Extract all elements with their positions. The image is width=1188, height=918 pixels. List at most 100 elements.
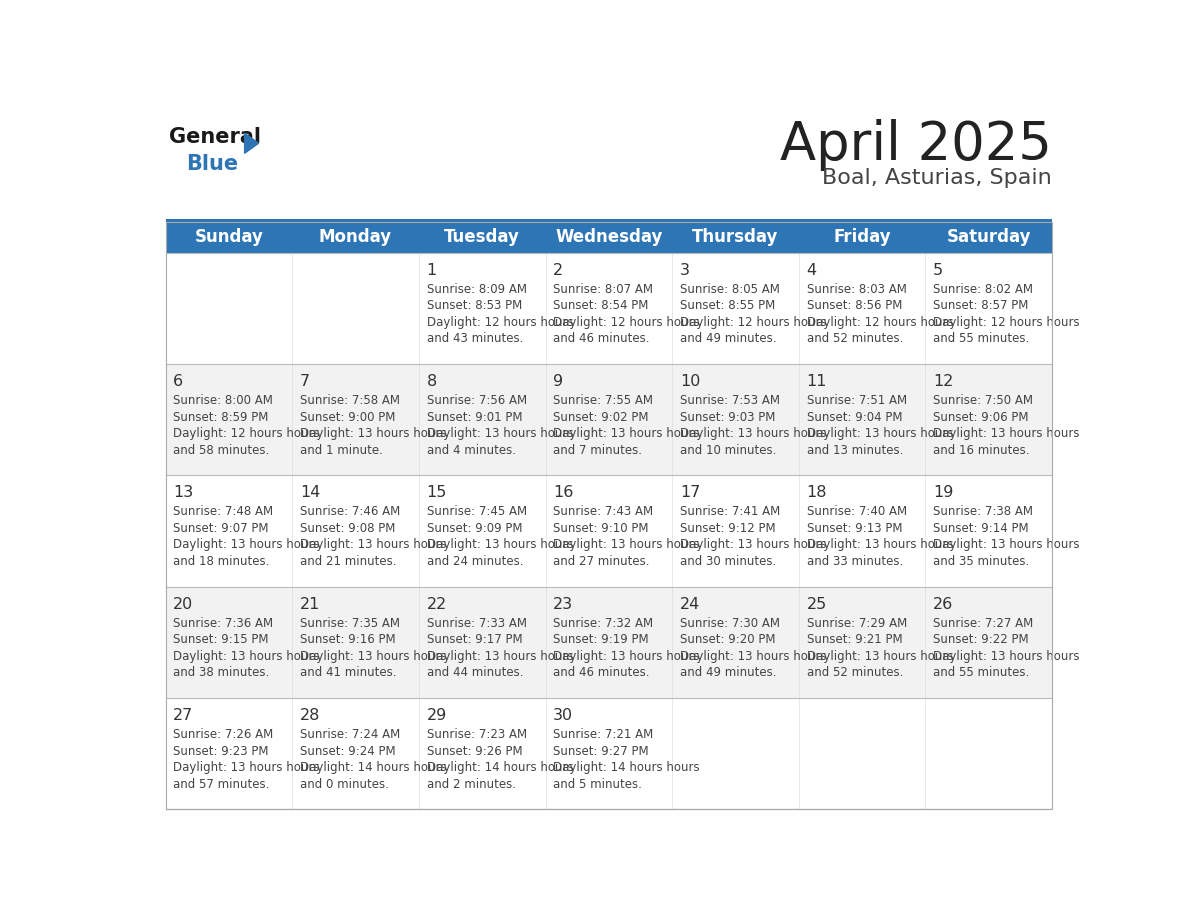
Text: Sunrise: 7:43 AM: Sunrise: 7:43 AM [554, 505, 653, 519]
Bar [165, 222, 1053, 252]
Text: Sunrise: 7:33 AM: Sunrise: 7:33 AM [426, 617, 526, 630]
Text: and 7 minutes.: and 7 minutes. [554, 443, 643, 456]
Text: Sunset: 9:14 PM: Sunset: 9:14 PM [934, 521, 1029, 535]
Text: Sunrise: 7:27 AM: Sunrise: 7:27 AM [934, 617, 1034, 630]
Text: Sunrise: 7:36 AM: Sunrise: 7:36 AM [173, 617, 273, 630]
Text: Sunrise: 7:24 AM: Sunrise: 7:24 AM [299, 728, 400, 741]
Text: 22: 22 [426, 597, 447, 611]
Text: and 46 minutes.: and 46 minutes. [554, 332, 650, 345]
Text: Sunset: 8:59 PM: Sunset: 8:59 PM [173, 410, 268, 423]
Text: Sunrise: 7:50 AM: Sunrise: 7:50 AM [934, 394, 1034, 407]
Text: Daylight: 13 hours hours: Daylight: 13 hours hours [554, 539, 700, 552]
Text: Sunrise: 8:07 AM: Sunrise: 8:07 AM [554, 283, 653, 296]
Text: and 24 minutes.: and 24 minutes. [426, 555, 523, 568]
Text: 13: 13 [173, 486, 194, 500]
Text: and 27 minutes.: and 27 minutes. [554, 555, 650, 568]
Text: 17: 17 [680, 486, 700, 500]
Text: Sunrise: 7:48 AM: Sunrise: 7:48 AM [173, 505, 273, 519]
Text: 20: 20 [173, 597, 194, 611]
Text: Sunset: 8:54 PM: Sunset: 8:54 PM [554, 299, 649, 312]
Text: 18: 18 [807, 486, 827, 500]
Bar [165, 698, 1053, 810]
Text: Daylight: 14 hours hours: Daylight: 14 hours hours [426, 761, 574, 774]
Text: 16: 16 [554, 486, 574, 500]
Text: Wednesday: Wednesday [555, 229, 663, 246]
Text: 26: 26 [934, 597, 954, 611]
Text: and 55 minutes.: and 55 minutes. [934, 666, 1030, 679]
Text: Daylight: 13 hours hours: Daylight: 13 hours hours [299, 650, 447, 663]
Text: and 33 minutes.: and 33 minutes. [807, 555, 903, 568]
Text: Daylight: 12 hours hours: Daylight: 12 hours hours [173, 427, 320, 440]
Text: Sunrise: 7:26 AM: Sunrise: 7:26 AM [173, 728, 273, 741]
Text: 15: 15 [426, 486, 447, 500]
Text: Sunset: 9:04 PM: Sunset: 9:04 PM [807, 410, 902, 423]
Text: Sunrise: 7:56 AM: Sunrise: 7:56 AM [426, 394, 526, 407]
Text: and 1 minute.: and 1 minute. [299, 443, 383, 456]
Text: 2: 2 [554, 263, 563, 277]
Text: 30: 30 [554, 708, 574, 723]
Text: Daylight: 12 hours hours: Daylight: 12 hours hours [426, 316, 574, 329]
Text: 25: 25 [807, 597, 827, 611]
Text: Sunset: 9:13 PM: Sunset: 9:13 PM [807, 521, 902, 535]
Text: Sunrise: 7:35 AM: Sunrise: 7:35 AM [299, 617, 400, 630]
Text: and 46 minutes.: and 46 minutes. [554, 666, 650, 679]
Text: Daylight: 13 hours hours: Daylight: 13 hours hours [299, 539, 447, 552]
Text: Sunset: 9:03 PM: Sunset: 9:03 PM [680, 410, 776, 423]
Text: Daylight: 13 hours hours: Daylight: 13 hours hours [173, 650, 320, 663]
Text: Sunrise: 7:21 AM: Sunrise: 7:21 AM [554, 728, 653, 741]
Text: Sunrise: 7:58 AM: Sunrise: 7:58 AM [299, 394, 400, 407]
Text: Sunset: 8:57 PM: Sunset: 8:57 PM [934, 299, 1029, 312]
Text: 3: 3 [680, 263, 690, 277]
Text: Sunset: 8:56 PM: Sunset: 8:56 PM [807, 299, 902, 312]
Text: Sunrise: 7:55 AM: Sunrise: 7:55 AM [554, 394, 653, 407]
Text: and 13 minutes.: and 13 minutes. [807, 443, 903, 456]
Text: Sunset: 9:24 PM: Sunset: 9:24 PM [299, 744, 396, 757]
Text: Daylight: 13 hours hours: Daylight: 13 hours hours [807, 650, 953, 663]
Text: Sunrise: 7:30 AM: Sunrise: 7:30 AM [680, 617, 781, 630]
Text: Daylight: 13 hours hours: Daylight: 13 hours hours [680, 539, 827, 552]
Bar [165, 587, 1053, 698]
Text: 14: 14 [299, 486, 321, 500]
Text: 19: 19 [934, 486, 954, 500]
Text: Sunset: 9:08 PM: Sunset: 9:08 PM [299, 521, 396, 535]
Text: 12: 12 [934, 374, 954, 389]
Text: Daylight: 12 hours hours: Daylight: 12 hours hours [554, 316, 700, 329]
Text: 11: 11 [807, 374, 827, 389]
Text: Boal, Asturias, Spain: Boal, Asturias, Spain [822, 168, 1053, 188]
Text: and 2 minutes.: and 2 minutes. [426, 778, 516, 790]
Text: Sunset: 9:15 PM: Sunset: 9:15 PM [173, 633, 268, 646]
Text: and 16 minutes.: and 16 minutes. [934, 443, 1030, 456]
Text: Sunday: Sunday [195, 229, 264, 246]
Text: Daylight: 12 hours hours: Daylight: 12 hours hours [934, 316, 1080, 329]
Text: Tuesday: Tuesday [444, 229, 520, 246]
Text: Sunrise: 7:23 AM: Sunrise: 7:23 AM [426, 728, 526, 741]
Polygon shape [245, 133, 259, 153]
Bar [165, 364, 1053, 476]
Text: Daylight: 12 hours hours: Daylight: 12 hours hours [807, 316, 953, 329]
Text: 7: 7 [299, 374, 310, 389]
Text: General: General [170, 127, 261, 147]
Text: Sunset: 9:21 PM: Sunset: 9:21 PM [807, 633, 902, 646]
Text: 23: 23 [554, 597, 574, 611]
Text: Daylight: 13 hours hours: Daylight: 13 hours hours [554, 650, 700, 663]
Text: Blue: Blue [187, 154, 239, 174]
Text: Daylight: 13 hours hours: Daylight: 13 hours hours [426, 427, 573, 440]
Text: and 43 minutes.: and 43 minutes. [426, 332, 523, 345]
Text: and 30 minutes.: and 30 minutes. [680, 555, 776, 568]
Text: Sunset: 8:55 PM: Sunset: 8:55 PM [680, 299, 776, 312]
Text: Daylight: 13 hours hours: Daylight: 13 hours hours [299, 427, 447, 440]
Text: 27: 27 [173, 708, 194, 723]
Text: Sunrise: 8:02 AM: Sunrise: 8:02 AM [934, 283, 1034, 296]
Text: 9: 9 [554, 374, 563, 389]
Text: 5: 5 [934, 263, 943, 277]
Text: Sunset: 9:26 PM: Sunset: 9:26 PM [426, 744, 523, 757]
Text: and 41 minutes.: and 41 minutes. [299, 666, 397, 679]
Text: and 52 minutes.: and 52 minutes. [807, 332, 903, 345]
Text: Sunrise: 7:41 AM: Sunrise: 7:41 AM [680, 505, 781, 519]
Text: Sunrise: 7:40 AM: Sunrise: 7:40 AM [807, 505, 906, 519]
Text: Daylight: 13 hours hours: Daylight: 13 hours hours [934, 650, 1080, 663]
Text: Daylight: 13 hours hours: Daylight: 13 hours hours [680, 427, 827, 440]
Text: Daylight: 13 hours hours: Daylight: 13 hours hours [554, 427, 700, 440]
Text: Daylight: 13 hours hours: Daylight: 13 hours hours [680, 650, 827, 663]
Text: 29: 29 [426, 708, 447, 723]
